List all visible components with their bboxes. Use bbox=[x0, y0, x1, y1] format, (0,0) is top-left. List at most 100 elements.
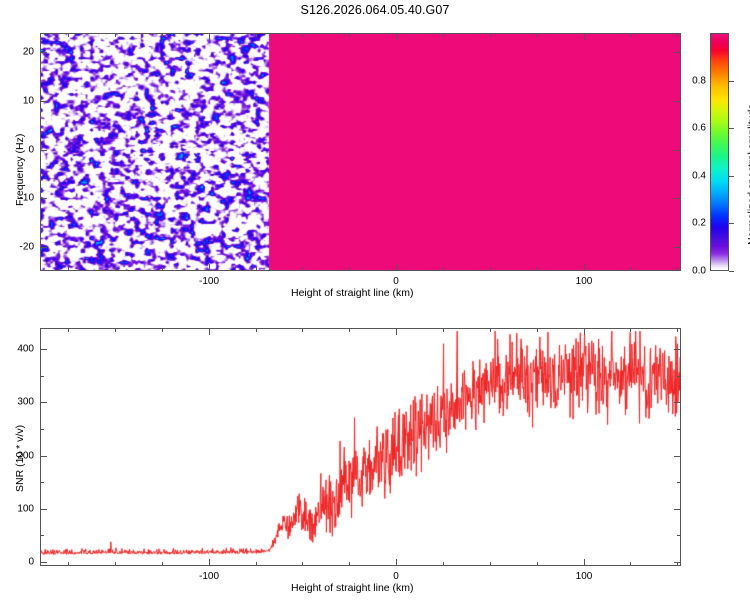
x-tick-top bbox=[490, 33, 491, 37]
y-tick bbox=[40, 349, 47, 350]
y-tick-right bbox=[674, 101, 681, 102]
y-tick bbox=[40, 198, 47, 199]
x-tick-top bbox=[209, 328, 210, 335]
y-tick-label: 200 bbox=[17, 450, 34, 462]
x-tick bbox=[302, 267, 303, 271]
x-tick bbox=[584, 559, 585, 566]
x-tick-top bbox=[630, 33, 631, 37]
snr-canvas bbox=[41, 329, 680, 565]
colorbar-tick bbox=[729, 128, 734, 129]
x-tick-top bbox=[677, 328, 678, 332]
x-tick bbox=[209, 559, 210, 566]
y-tick-right bbox=[674, 198, 681, 199]
colorbar-tick bbox=[729, 271, 734, 272]
y-tick-right bbox=[674, 52, 681, 53]
x-tick-label: -100 bbox=[198, 276, 220, 287]
x-tick-top bbox=[302, 328, 303, 332]
x-tick bbox=[162, 267, 163, 271]
y-tick bbox=[40, 535, 44, 536]
y-tick bbox=[40, 52, 47, 53]
y-tick-right bbox=[674, 509, 681, 510]
x-tick bbox=[302, 562, 303, 566]
x-tick-top bbox=[584, 33, 585, 40]
x-tick bbox=[349, 562, 350, 566]
y-tick bbox=[40, 101, 47, 102]
y-tick bbox=[40, 150, 47, 151]
y-tick-right bbox=[674, 402, 681, 403]
y-tick-label: 100 bbox=[17, 503, 34, 515]
y-tick bbox=[40, 482, 44, 483]
colorbar-tick-label: 0.4 bbox=[692, 170, 706, 182]
x-tick-top bbox=[443, 33, 444, 37]
y-tick bbox=[40, 509, 47, 510]
y-tick-right bbox=[674, 150, 681, 151]
x-tick bbox=[115, 562, 116, 566]
y-tick-label: -20 bbox=[19, 241, 34, 253]
y-tick-label: 10 bbox=[22, 95, 34, 107]
y-tick-right bbox=[677, 429, 681, 430]
x-tick-top bbox=[349, 328, 350, 332]
y-tick bbox=[40, 562, 47, 563]
x-tick bbox=[490, 267, 491, 271]
x-tick-top bbox=[443, 328, 444, 332]
y-tick-label: 400 bbox=[17, 343, 34, 355]
y-tick-label: 300 bbox=[17, 396, 34, 408]
x-tick-top bbox=[677, 33, 678, 37]
x-tick-top bbox=[537, 328, 538, 332]
y-tick-right bbox=[677, 535, 681, 536]
x-tick-top bbox=[396, 328, 397, 335]
colorbar-label: Normalized spectral amplitude bbox=[746, 103, 750, 245]
x-tick bbox=[630, 562, 631, 566]
y-tick bbox=[40, 429, 44, 430]
x-tick bbox=[396, 559, 397, 566]
spectrogram-ylabel: Frequency (Hz) bbox=[14, 133, 26, 206]
x-tick-top bbox=[162, 33, 163, 37]
x-tick bbox=[256, 267, 257, 271]
x-tick bbox=[584, 264, 585, 271]
x-tick-top bbox=[209, 33, 210, 40]
x-tick-top bbox=[396, 33, 397, 40]
x-tick bbox=[630, 267, 631, 271]
snr-ylabel: SNR (10 * v/v) bbox=[14, 424, 26, 492]
x-tick-top bbox=[490, 328, 491, 332]
x-tick-top bbox=[302, 33, 303, 37]
x-tick-label: -100 bbox=[198, 571, 220, 582]
x-tick bbox=[256, 562, 257, 566]
x-tick bbox=[677, 562, 678, 566]
x-tick bbox=[396, 264, 397, 271]
y-tick-right bbox=[677, 376, 681, 377]
y-tick-label: -10 bbox=[19, 192, 34, 204]
x-tick bbox=[68, 267, 69, 271]
x-tick bbox=[349, 267, 350, 271]
colorbar-tick-label: 0.0 bbox=[692, 265, 706, 277]
x-tick bbox=[443, 562, 444, 566]
x-tick-label: 0 bbox=[393, 571, 399, 582]
y-tick-label: 20 bbox=[22, 46, 34, 58]
x-tick-top bbox=[630, 328, 631, 332]
x-tick-label: 0 bbox=[393, 276, 399, 287]
x-tick-label: 100 bbox=[575, 276, 593, 287]
spectrogram-panel bbox=[40, 33, 681, 271]
y-tick-label: 0 bbox=[28, 556, 34, 568]
colorbar-tick bbox=[729, 176, 734, 177]
x-tick bbox=[68, 562, 69, 566]
x-tick-top bbox=[68, 33, 69, 37]
x-tick bbox=[209, 264, 210, 271]
y-tick bbox=[40, 456, 47, 457]
x-tick-label: 100 bbox=[575, 571, 593, 582]
colorbar-tick bbox=[729, 81, 734, 82]
x-tick bbox=[443, 267, 444, 271]
x-tick bbox=[115, 267, 116, 271]
x-tick-top bbox=[115, 328, 116, 332]
figure-title: S126.2026.064.05.40.G07 bbox=[300, 3, 450, 17]
x-tick-top bbox=[537, 33, 538, 37]
colorbar-tick-label: 0.2 bbox=[692, 217, 706, 229]
x-tick bbox=[490, 562, 491, 566]
y-tick-right bbox=[674, 247, 681, 248]
x-tick-top bbox=[349, 33, 350, 37]
y-tick bbox=[40, 402, 47, 403]
y-tick-right bbox=[674, 456, 681, 457]
x-tick-top bbox=[162, 328, 163, 332]
x-tick bbox=[537, 562, 538, 566]
